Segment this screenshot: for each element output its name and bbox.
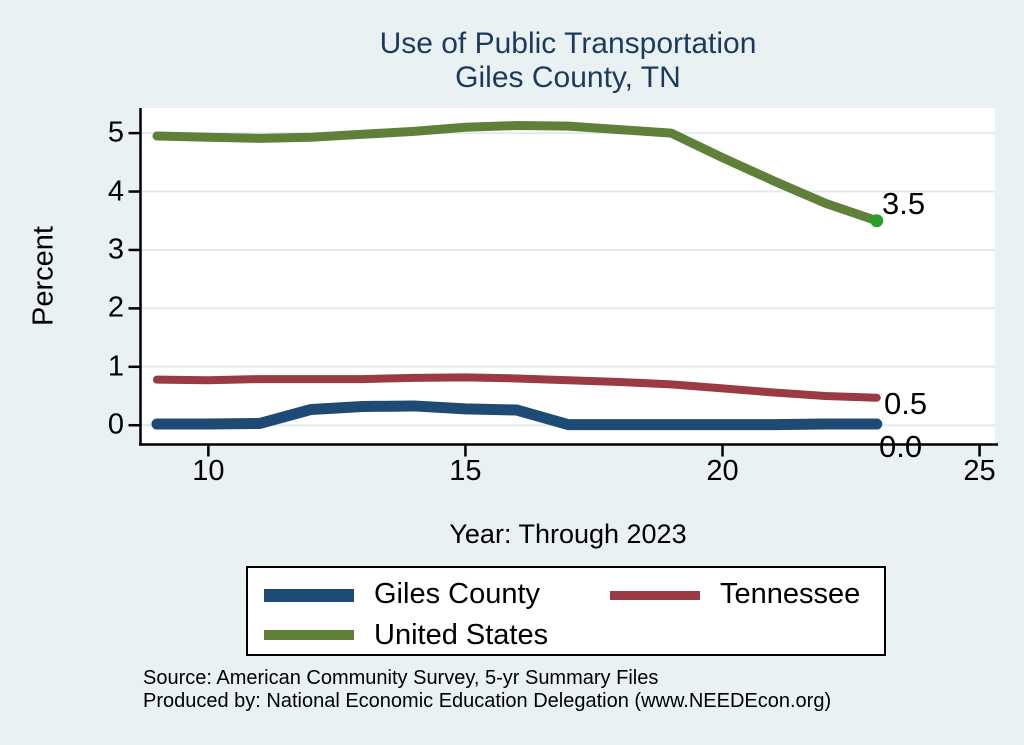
legend-swatch-giles-county: [264, 589, 354, 602]
x-tick-label: 25: [963, 455, 996, 487]
chart-title-line1: Use of Public Transportation: [379, 27, 757, 60]
y-tick-label: 4: [107, 175, 124, 208]
chart-title-line2: Giles County, TN: [455, 61, 681, 94]
legend-label-united-states: United States: [374, 619, 549, 651]
legend-swatch-tennessee: [610, 591, 700, 600]
y-tick-label: 2: [107, 291, 124, 324]
series-line-tennessee: [152, 373, 881, 402]
source-line1: Source: American Community Survey, 5-yr …: [143, 667, 659, 689]
end-value-label-tennessee: 0.5: [884, 386, 928, 421]
end-value-label-giles-county: 0.0: [879, 429, 923, 464]
y-tick-label: 0: [107, 408, 124, 441]
legend: Giles County Tennessee United States: [246, 566, 886, 656]
y-tick-label: 5: [107, 116, 124, 149]
x-tick-label: 20: [706, 455, 739, 487]
y-tick-label: 1: [107, 350, 124, 383]
legend-label-giles-county: Giles County: [374, 578, 541, 610]
source-line2: Produced by: National Economic Education…: [143, 690, 832, 712]
series-end-marker: [870, 214, 884, 228]
y-tick-label: 3: [107, 233, 124, 266]
chart-title: Use of Public Transportation Giles Count…: [140, 27, 996, 95]
series-line-giles-county: [151, 400, 883, 431]
x-tick-label: 15: [449, 455, 482, 487]
series-line-united-states: [152, 121, 882, 226]
plot-background: [140, 108, 995, 445]
legend-label-tennessee: Tennessee: [720, 578, 861, 610]
legend-swatch-united-states: [264, 630, 354, 640]
y-axis-title: Percent: [27, 226, 60, 326]
source-note: Source: American Community Survey, 5-yr …: [143, 667, 831, 713]
x-tick-label: 10: [192, 455, 225, 487]
x-axis-title: Year: Through 2023: [449, 519, 687, 549]
end-value-label-united-states: 3.5: [882, 186, 926, 221]
